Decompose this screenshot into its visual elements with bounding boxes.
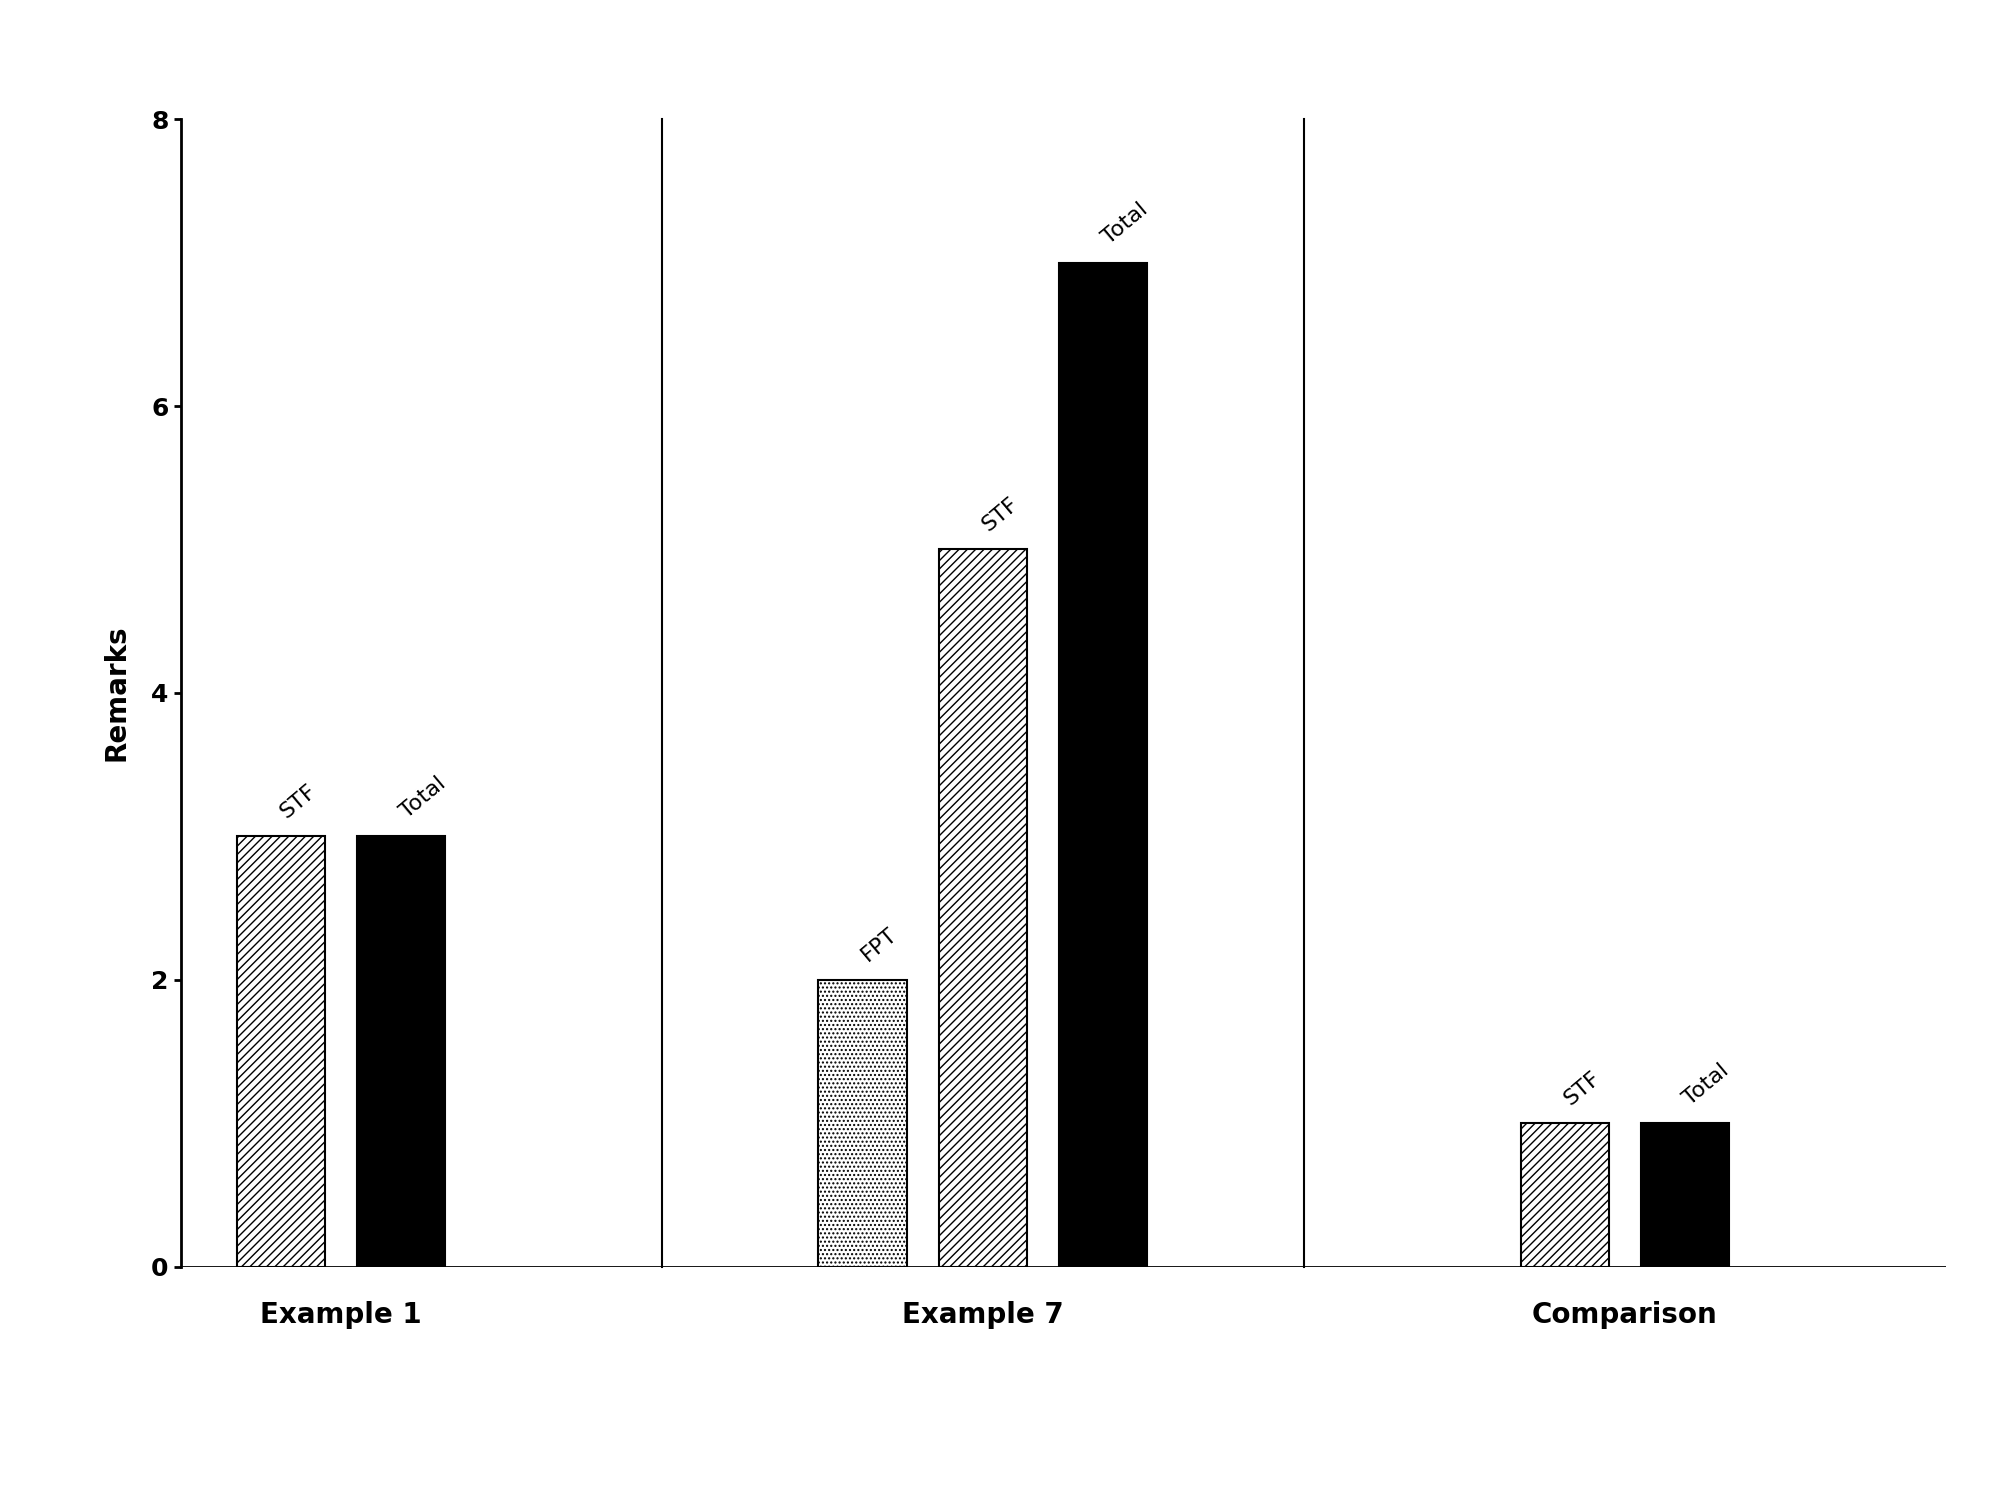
Text: Total: Total xyxy=(1680,1059,1732,1109)
Bar xyxy=(237,836,325,1266)
Y-axis label: Remarks: Remarks xyxy=(102,624,130,761)
Bar xyxy=(818,980,906,1266)
Text: STF: STF xyxy=(1560,1067,1604,1109)
Bar xyxy=(1059,262,1147,1266)
Bar xyxy=(1640,1123,1728,1266)
Text: STF: STF xyxy=(277,781,321,822)
Bar xyxy=(938,550,1027,1266)
Text: STF: STF xyxy=(978,493,1023,535)
Bar xyxy=(1520,1123,1608,1266)
Text: Total: Total xyxy=(397,773,449,822)
Text: Total: Total xyxy=(1099,200,1151,249)
Bar xyxy=(357,836,445,1266)
Text: FPT: FPT xyxy=(858,924,900,966)
